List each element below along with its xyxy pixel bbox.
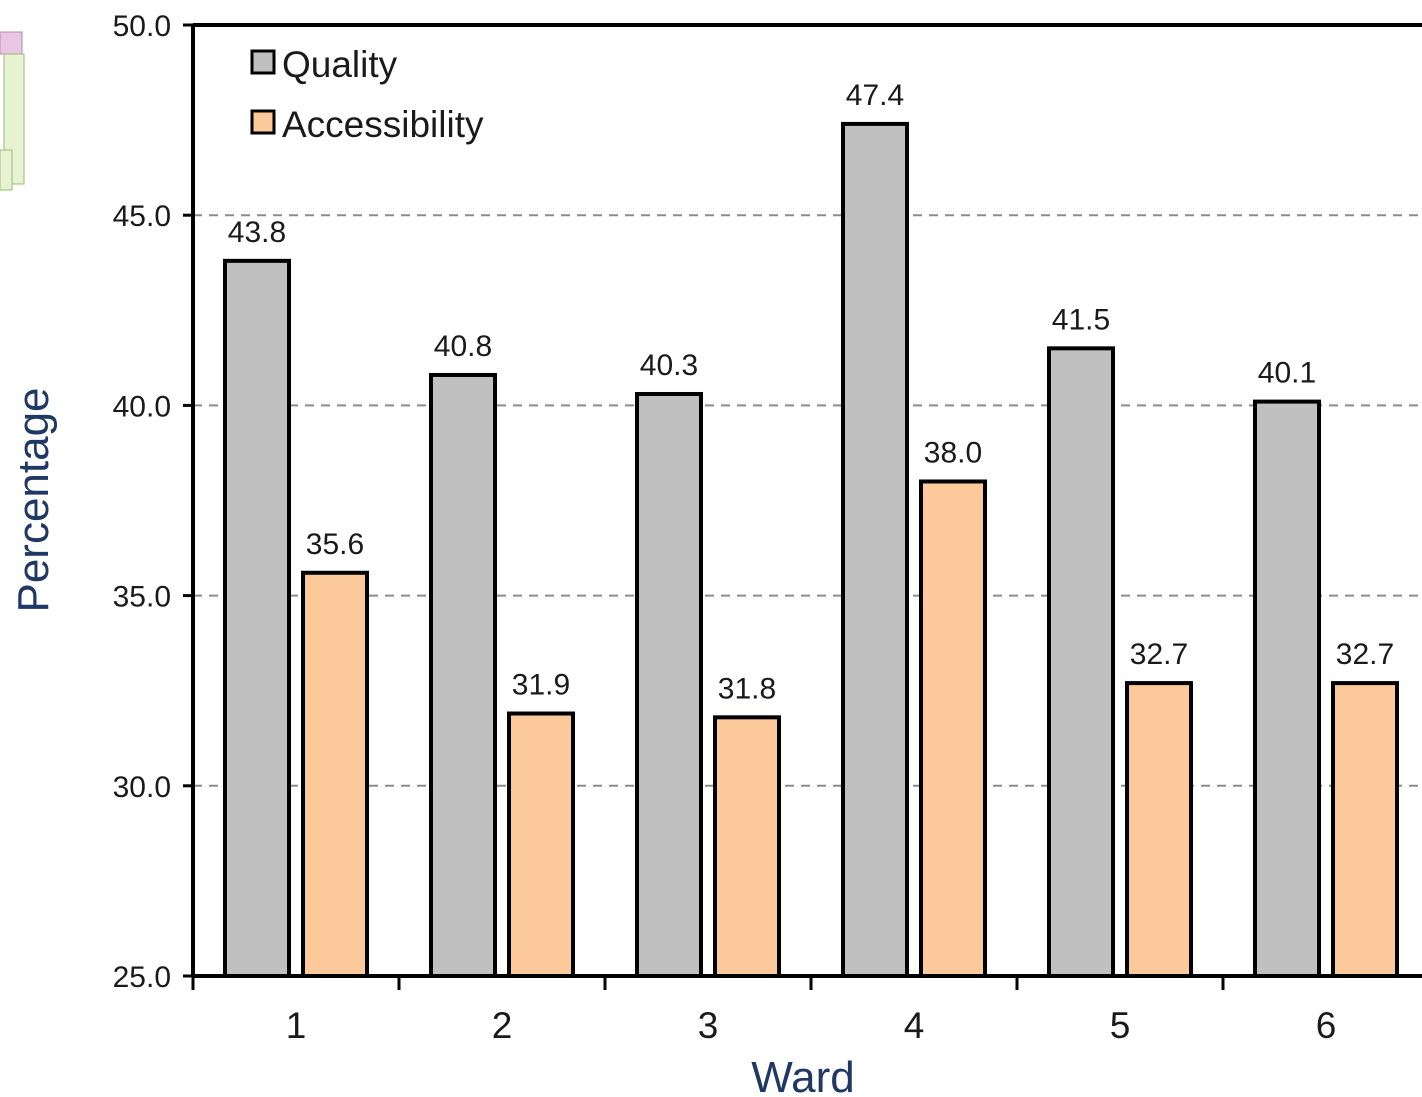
data-label-accessibility-ward-4: 38.0 [924,436,982,469]
data-label-quality-ward-6: 40.1 [1258,357,1316,390]
thumbnail-decoration [0,31,25,191]
legend-label-quality: Quality [282,44,398,85]
data-label-quality-ward-3: 40.3 [640,349,698,382]
bar-quality-ward-5 [1047,346,1115,978]
legend-swatch-accessibility [250,109,276,135]
y-tick-label: 45.0 [113,200,171,233]
data-label-accessibility-ward-2: 31.9 [512,669,570,702]
y-tick-label: 35.0 [113,581,171,614]
x-tick-label-ward-6: 6 [1316,1005,1337,1046]
x-tick-label-ward-2: 2 [492,1005,513,1046]
y-tick-label: 25.0 [113,961,171,994]
y-axis-title: Percentage [9,387,58,612]
y-tick-label: 30.0 [113,771,171,804]
data-label-accessibility-ward-1: 35.6 [306,528,364,561]
bar-quality-ward-6 [1253,399,1321,978]
x-tick-label-ward-4: 4 [904,1005,925,1046]
data-label-quality-ward-5: 41.5 [1052,303,1110,336]
bar-accessibility-ward-1 [301,570,369,978]
y-tick-label: 50.0 [113,10,171,43]
legend-label-accessibility: Accessibility [282,104,484,145]
data-labels: 43.8 35.6 40.8 31.9 40.3 31.8 47.4 38.0 41.5 32.7… [228,79,1394,705]
data-label-quality-ward-4: 47.4 [846,79,904,112]
bar-quality-ward-4 [841,121,909,979]
bar-quality-ward-1 [223,258,291,978]
bar-quality-ward-3 [635,391,703,979]
legend: Quality Accessibility [250,44,484,145]
data-label-accessibility-ward-3: 31.8 [718,672,776,705]
y-tick-label: 40.0 [113,390,171,423]
x-tick-label-ward-1: 1 [286,1005,307,1046]
bar-quality-ward-2 [429,372,497,978]
bar-accessibility-ward-4 [919,479,987,978]
x-axis-title: Ward [751,1053,855,1097]
axes: 25.0 30.0 35.0 40.0 45.0 50.0 1 2 3 4 5 6 [113,10,1422,1046]
data-label-accessibility-ward-5: 32.7 [1130,638,1188,671]
data-label-accessibility-ward-6: 32.7 [1336,638,1394,671]
data-label-quality-ward-1: 43.8 [228,216,286,249]
bar-accessibility-ward-3 [713,715,781,978]
gridlines [193,214,1422,787]
x-tick-label-ward-3: 3 [698,1005,719,1046]
bar-accessibility-ward-2 [507,711,575,978]
bar-accessibility-ward-6 [1331,681,1399,978]
legend-swatch-quality [250,49,276,75]
bars [223,121,1399,979]
data-label-quality-ward-2: 40.8 [434,330,492,363]
bar-accessibility-ward-5 [1125,681,1193,978]
x-tick-label-ward-5: 5 [1110,1005,1131,1046]
